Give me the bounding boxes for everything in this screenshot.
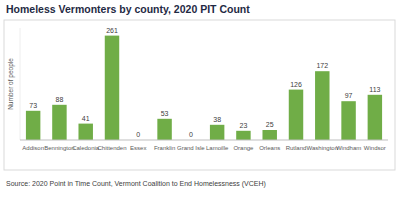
bar [368,95,382,140]
x-tick-label: Bennington [44,145,74,151]
bar [52,105,66,140]
data-label: 38 [213,116,221,123]
data-label: 126 [290,81,302,88]
data-label: 41 [82,115,90,122]
bars [26,36,382,140]
data-label: 113 [369,86,380,93]
labels: 73 Addison 88 Bennington 41 Caledonia 261 Chitt… [22,27,386,151]
x-tick-label: Chittenden [97,145,126,151]
y-axis-line [20,28,21,140]
x-tick-label: Washington [307,145,338,151]
x-axis-line [20,140,388,141]
bar [315,71,329,140]
bar [236,131,250,140]
bar [26,111,40,140]
y-axis-label: Number of people [7,58,15,110]
data-label: 23 [240,122,248,129]
data-label: 73 [29,102,37,109]
x-tick-label: Lamoille [206,145,229,151]
data-label: 172 [316,62,328,69]
chart-frame [4,20,395,170]
data-label: 25 [266,121,274,128]
data-label: 0 [136,131,140,138]
bar [210,125,224,140]
bar [157,119,171,140]
chart: Homeless Vermonters by county, 2020 PIT … [0,0,400,198]
x-tick-label: Caledonia [72,145,100,151]
x-tick-label: Orleans [259,145,280,151]
data-label: 0 [189,131,193,138]
x-tick-label: Windsor [364,145,386,151]
x-tick-label: Windham [336,145,361,151]
data-label: 97 [345,92,353,99]
x-tick-label: Addison [22,145,44,151]
data-label: 53 [161,110,169,117]
x-tick-label: Grand Isle [177,145,205,151]
x-tick-label: Essex [130,145,146,151]
x-tick-label: Rutland [286,145,307,151]
x-tick-label: Franklin [154,145,175,151]
bar [289,90,303,140]
bar [78,124,92,140]
x-tick-label: Orange [233,145,254,151]
bar [341,101,355,140]
bar [105,36,119,140]
source-note: Source: 2020 Point in Time Count, Vermon… [6,180,266,188]
data-label: 261 [106,27,118,34]
bar [262,130,276,140]
title: Homeless Vermonters by county, 2020 PIT … [6,3,250,15]
data-label: 88 [56,96,64,103]
